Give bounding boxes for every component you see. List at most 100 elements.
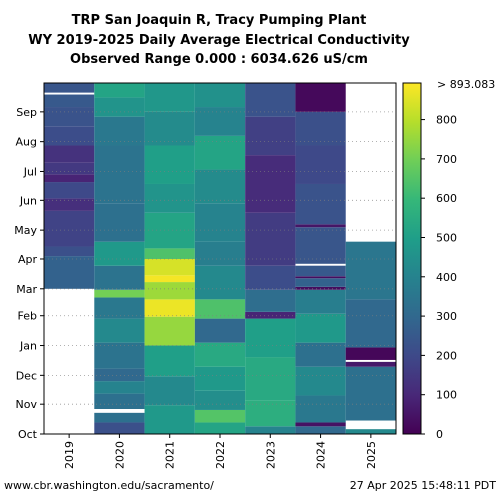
heatmap-cell-2025-0 xyxy=(345,429,396,434)
source-link[interactable]: www.cbr.washington.edu/sacramento/ xyxy=(4,479,214,492)
heatmap-cell-2020-15 xyxy=(94,97,145,117)
heatmap-cell-2022-13 xyxy=(194,83,246,108)
heatmap-cell-2021-8 xyxy=(144,248,195,259)
heatmap-cells xyxy=(44,83,396,434)
x-tick-label-2021: 2021 xyxy=(164,441,177,469)
heatmap-cell-2024-16 xyxy=(295,111,346,146)
colorbar-tick-label-500: 500 xyxy=(436,231,457,244)
heatmap-cell-2022-3 xyxy=(194,366,246,391)
heatmap-cell-2024-6 xyxy=(295,289,346,314)
y-tick-label-jul: Jul xyxy=(23,165,37,178)
heatmap-cell-2022-1 xyxy=(194,409,246,423)
y-tick-label-oct: Oct xyxy=(18,428,38,441)
heatmap-cell-2019-8 xyxy=(44,145,95,163)
heatmap-cell-2020-13 xyxy=(94,145,145,204)
colorbar-scale xyxy=(402,82,422,435)
colorbar-tick-label-0: 0 xyxy=(436,428,443,441)
month-gridlines xyxy=(44,111,396,405)
heatmap-cell-2023-3 xyxy=(245,318,296,358)
heatmap-cell-2023-9 xyxy=(245,116,296,156)
heatmap-cell-2021-0 xyxy=(144,405,195,434)
heatmap-cell-2025-7 xyxy=(345,241,396,300)
heatmap-cell-2019-7 xyxy=(44,162,95,175)
heatmap-cell-2024-0 xyxy=(295,426,346,434)
x-axis-years: 2019 2020 2021 2022 2023 2024 2025 xyxy=(63,434,378,469)
heatmap-cell-2021-1 xyxy=(144,376,195,406)
colorbar-tick-label-100: 100 xyxy=(436,389,457,402)
title-line-2: WY 2019-2025 Daily Average Electrical Co… xyxy=(28,33,410,48)
heatmap-cell-2021-11 xyxy=(144,145,195,184)
x-tick-label-2020: 2020 xyxy=(113,441,126,469)
y-tick-label-feb: Feb xyxy=(18,310,37,323)
x-tick-label-2022: 2022 xyxy=(214,441,227,469)
heatmap-cell-2020-14 xyxy=(94,116,145,146)
y-tick-label-jan: Jan xyxy=(19,340,37,353)
heatmap-cell-2019-13 xyxy=(44,83,95,93)
heatmap-cell-2021-12 xyxy=(144,111,195,146)
title-line-3: Observed Range 0.000 : 6034.626 uS/cm xyxy=(70,52,368,67)
heatmap-cell-2019-1 xyxy=(44,256,95,289)
heatmap-cell-2021-13 xyxy=(144,83,195,112)
heatmap-cell-2024-1 xyxy=(295,422,346,427)
heatmap-cell-2021-9 xyxy=(144,212,195,249)
heatmap-cell-2025-3 xyxy=(345,361,396,367)
heatmap-cell-2020-7 xyxy=(94,318,145,343)
heatmap-cell-2024-3 xyxy=(295,366,346,396)
heatmap-cell-2020-12 xyxy=(94,203,145,242)
heatmap-cell-2024-12 xyxy=(295,227,346,264)
heatmap-cell-2021-4 xyxy=(144,299,195,317)
x-tick-label-2025: 2025 xyxy=(365,441,378,469)
heatmap-cell-2023-6 xyxy=(245,265,296,290)
heatmap-cell-2021-7 xyxy=(144,258,195,276)
heatmap-cell-2021-5 xyxy=(144,282,195,300)
heatmap-cell-2024-15 xyxy=(295,145,346,184)
heatmap-cell-2025-6 xyxy=(345,299,396,348)
heatmap-cell-2019-6 xyxy=(44,174,95,183)
heatmap-cell-2020-9 xyxy=(94,289,145,298)
heatmap-cell-2020-6 xyxy=(94,342,145,369)
heatmap-cell-2021-6 xyxy=(144,275,195,283)
y-tick-label-dec: Dec xyxy=(16,369,37,382)
colorbar-tick-label-200: 200 xyxy=(436,349,457,362)
heatmap-cell-2024-10 xyxy=(295,265,346,277)
heatmap-cell-2024-4 xyxy=(295,342,346,367)
colorbar-tick-label-300: 300 xyxy=(436,310,457,323)
heatmap-cell-2020-10 xyxy=(94,265,145,290)
heatmap-cell-2024-5 xyxy=(295,313,346,343)
generated-timestamp: 27 Apr 2025 15:48:11 PDT xyxy=(350,479,497,492)
footer: www.cbr.washington.edu/sacramento/ 27 Ap… xyxy=(4,479,496,492)
heatmap-cell-2019-4 xyxy=(44,198,95,211)
heatmap-cell-2020-8 xyxy=(94,297,145,319)
heatmap-cell-2023-0 xyxy=(245,426,296,434)
colorbar-tick-label-400: 400 xyxy=(436,271,457,284)
heatmap-cell-2021-2 xyxy=(144,345,195,377)
heatmap-cell-2020-3 xyxy=(94,393,145,409)
heatmap-cell-2022-2 xyxy=(194,390,246,410)
heatmap-cell-2022-6 xyxy=(194,299,246,319)
y-tick-label-aug: Aug xyxy=(16,136,37,149)
heatmap-cell-2020-0 xyxy=(94,422,145,434)
heatmap-cell-2020-4 xyxy=(94,381,145,394)
x-tick-label-2019: 2019 xyxy=(63,441,76,469)
heatmap-cell-2023-1 xyxy=(245,400,296,427)
heatmap-cell-2022-4 xyxy=(194,342,246,367)
heatmap-cell-2024-14 xyxy=(295,183,346,225)
colorbar-ticks: 0 100 200 300 400 500 600 700 800 xyxy=(421,114,457,441)
y-tick-label-mar: Mar xyxy=(16,283,37,296)
heatmap-cell-2024-2 xyxy=(295,395,346,423)
heatmap-cell-2023-7 xyxy=(245,212,296,266)
title-line-1: TRP San Joaquin R, Tracy Pumping Plant xyxy=(72,13,367,28)
heatmap-cell-2022-8 xyxy=(194,241,246,266)
heatmap-cell-2022-11 xyxy=(194,135,246,170)
heatmap-cell-2022-9 xyxy=(194,203,246,242)
heatmap-cell-2022-12 xyxy=(194,107,246,136)
heatmap-cell-2023-4 xyxy=(245,311,296,319)
heatmap-cell-2019-2 xyxy=(44,246,95,257)
heatmap-cell-2023-5 xyxy=(245,289,296,312)
colorbar-tick-label-600: 600 xyxy=(436,192,457,205)
chart-title: TRP San Joaquin R, Tracy Pumping Plant W… xyxy=(28,13,410,67)
heatmap-cell-2025-2 xyxy=(345,366,396,421)
heatmap-cell-2022-7 xyxy=(194,265,246,300)
heatmap-cell-2023-2 xyxy=(245,357,296,401)
